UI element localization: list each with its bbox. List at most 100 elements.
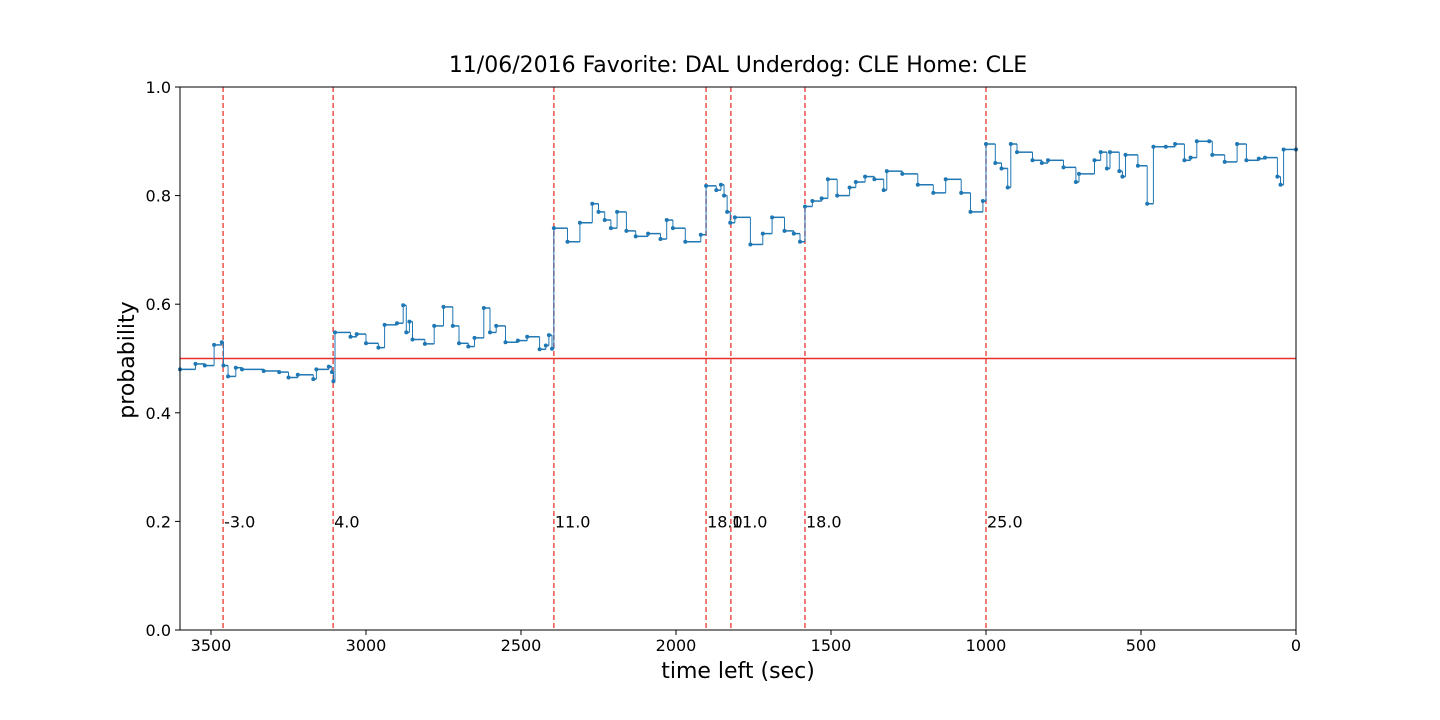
data-point xyxy=(658,237,663,242)
data-point xyxy=(286,375,291,380)
y-tick-label: 0.8 xyxy=(146,187,171,206)
data-point xyxy=(481,306,486,311)
data-point xyxy=(853,180,858,185)
event-label: 11.0 xyxy=(732,512,768,531)
data-point xyxy=(277,370,282,375)
data-point xyxy=(1281,147,1286,152)
data-point xyxy=(872,177,877,182)
data-point xyxy=(546,333,551,338)
data-point xyxy=(683,239,688,244)
data-point xyxy=(698,232,703,237)
data-point xyxy=(1061,165,1066,170)
data-point xyxy=(1194,139,1199,144)
data-point xyxy=(1123,152,1128,157)
data-point xyxy=(537,347,542,352)
data-point xyxy=(311,377,316,382)
chart-title: 11/06/2016 Favorite: DAL Underdog: CLE H… xyxy=(449,53,1027,78)
data-point xyxy=(1098,150,1103,155)
data-point xyxy=(1120,174,1125,179)
data-point xyxy=(261,368,266,373)
data-point xyxy=(760,231,765,236)
data-point xyxy=(1015,150,1019,155)
data-point xyxy=(1092,158,1097,163)
y-tick-label: 1.0 xyxy=(146,78,171,97)
data-point xyxy=(1182,158,1187,163)
data-point xyxy=(212,342,217,347)
data-point xyxy=(608,226,613,231)
data-point xyxy=(881,188,886,193)
data-point xyxy=(718,182,723,187)
data-point xyxy=(221,363,226,368)
data-point xyxy=(466,344,471,349)
y-tick-label: 0.2 xyxy=(146,512,171,531)
x-tick-label: 500 xyxy=(1126,636,1157,655)
data-point xyxy=(295,372,300,377)
data-point xyxy=(993,161,998,166)
data-point xyxy=(551,226,556,231)
data-point xyxy=(543,343,548,348)
data-point xyxy=(1145,201,1150,206)
data-point xyxy=(1256,156,1261,161)
data-point xyxy=(333,330,337,335)
data-point xyxy=(457,341,461,346)
data-point xyxy=(193,361,198,366)
data-point xyxy=(202,363,207,368)
data-point xyxy=(407,319,412,324)
data-point xyxy=(1046,158,1050,163)
event-label: 18.0 xyxy=(806,512,842,531)
data-point xyxy=(348,334,353,339)
data-point xyxy=(782,228,787,233)
data-point xyxy=(835,193,840,198)
data-point xyxy=(401,303,406,308)
data-point xyxy=(1005,185,1010,190)
data-point xyxy=(722,193,727,198)
data-point xyxy=(1008,142,1013,147)
event-label: 11.0 xyxy=(555,512,591,531)
data-point xyxy=(633,234,638,239)
data-point xyxy=(728,220,733,225)
data-point xyxy=(670,226,675,231)
data-point xyxy=(798,239,802,244)
data-point xyxy=(791,231,796,236)
data-point xyxy=(1188,155,1193,160)
data-point xyxy=(819,196,824,201)
data-point xyxy=(565,239,570,244)
data-point xyxy=(329,370,334,375)
data-point xyxy=(314,367,319,372)
data-point xyxy=(1235,142,1240,147)
data-point xyxy=(1104,166,1109,171)
data-point xyxy=(1207,139,1212,144)
data-point xyxy=(704,183,709,188)
data-point xyxy=(550,346,554,351)
x-axis-label: time left (sec) xyxy=(661,659,815,684)
data-point xyxy=(1278,182,1283,187)
data-point xyxy=(1108,150,1112,155)
event-label: 4.0 xyxy=(334,512,359,531)
data-point xyxy=(354,332,359,337)
data-point xyxy=(847,185,852,190)
data-point xyxy=(494,323,499,328)
data-point xyxy=(226,374,231,379)
data-point xyxy=(410,337,415,342)
data-point xyxy=(1135,163,1140,168)
data-point xyxy=(326,364,331,369)
data-point xyxy=(980,199,985,204)
data-point xyxy=(863,174,868,179)
data-point xyxy=(441,304,446,309)
data-point xyxy=(984,142,988,147)
data-point xyxy=(959,190,964,195)
event-label: 18.0 xyxy=(707,512,743,531)
data-point xyxy=(664,218,669,223)
data-point xyxy=(1222,159,1227,164)
data-point xyxy=(219,340,224,345)
y-tick-label: 0.6 xyxy=(146,295,171,314)
data-point xyxy=(802,204,807,209)
data-point xyxy=(382,322,387,327)
x-tick-label: 0 xyxy=(1291,636,1301,655)
plot-area: 3500 3000 2500 2000 1500 1000 500 0 0.0 0.2 0.4 0.6… xyxy=(146,78,1302,655)
data-point xyxy=(395,321,399,326)
data-point xyxy=(999,166,1004,171)
data-point xyxy=(432,323,437,328)
